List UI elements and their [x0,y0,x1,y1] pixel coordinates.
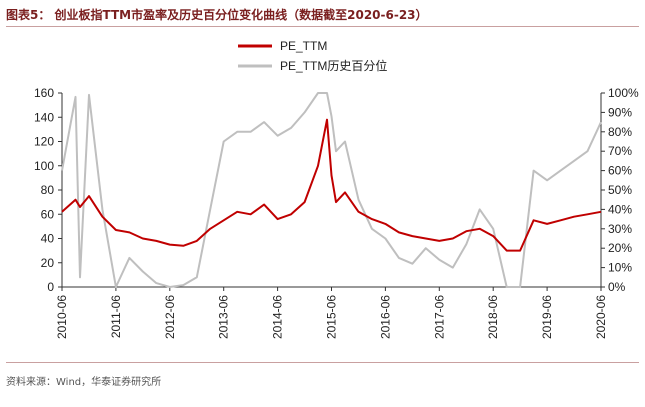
x-tick-label: 2011-06 [109,295,123,338]
source-note: 资料来源：Wind，华泰证券研究所 [6,377,162,388]
source-divider [6,362,639,363]
x-tick-label: 2017-06 [432,295,446,339]
legend-label-percentile: PE_TTM历史百分位 [280,58,387,73]
right-tick-label: 30% [608,222,632,236]
percentile-line [61,92,602,288]
x-tick-label: 2018-06 [486,295,500,339]
x-tick-label: 2016-06 [378,295,392,339]
x-tick-label: 2019-06 [540,295,554,339]
figure-title: 图表5： 创业板指TTM市盈率及历史百分位变化曲线（数据截至2020-6-23） [6,8,428,22]
right-tick-label: 20% [608,241,632,255]
right-tick-label: 70% [608,144,632,158]
pe-ttm-chart: 0 20 40 60 80 100 120 140 160 0% 10% 20% 30% 40% 50% 60… [34,39,639,339]
right-tick-label: 0% [608,280,626,294]
chart-axes: 0 20 40 60 80 100 120 140 160 0% 10% 20% 30% 40% 50% 60… [34,86,639,339]
pe-ttm-line [61,118,602,252]
x-tick-label: 2015-06 [325,295,339,339]
right-tick-label: 60% [608,164,632,178]
left-tick-label: 160 [34,86,54,100]
right-tick-label: 40% [608,202,632,216]
percentile-series [61,92,602,288]
chart-legend: PE_TTM PE_TTM历史百分位 [238,39,387,73]
x-tick-label: 2020-06 [594,295,608,339]
left-tick-label: 60 [41,207,55,221]
left-tick-label: 0 [47,280,54,294]
right-tick-label: 10% [608,261,632,275]
left-tick-label: 120 [34,135,54,149]
left-tick-label: 140 [34,110,54,124]
title-divider [6,26,639,27]
left-tick-label: 40 [41,232,55,246]
right-tick-label: 80% [608,125,632,139]
right-tick-label: 90% [608,105,632,119]
left-tick-label: 80 [41,183,55,197]
right-tick-label: 100% [608,86,639,100]
x-tick-label: 2012-06 [163,295,177,339]
pe-ttm-series [61,118,602,252]
legend-label-pe-ttm: PE_TTM [280,39,327,53]
left-tick-label: 100 [34,159,54,173]
left-tick-label: 20 [41,256,55,270]
x-tick-label: 2013-06 [217,295,231,339]
right-tick-label: 50% [608,183,632,197]
x-tick-label: 2010-06 [55,295,69,339]
x-tick-label: 2014-06 [271,295,285,339]
